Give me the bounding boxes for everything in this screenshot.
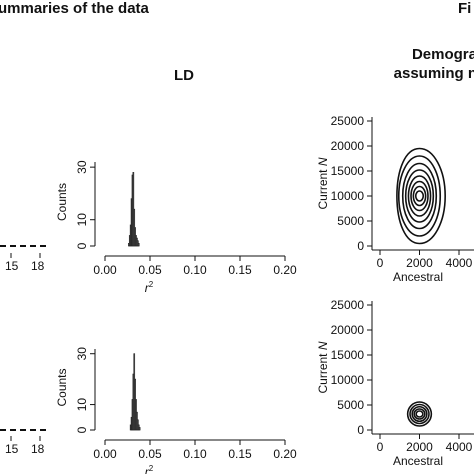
left-tick-18-bottom: 18: [31, 442, 45, 456]
y-axis-label: Current N: [316, 341, 330, 393]
x-tick-label: 2000: [406, 440, 433, 454]
y-axis-label: Counts: [55, 183, 69, 221]
y-tick-label: 25000: [331, 114, 365, 128]
x-tick-label: 0.20: [273, 263, 297, 277]
contour-level: [404, 169, 435, 223]
demography-contour-bottom: 0 5000 10000 15000 20000 25000 Current N 0 2000 4…: [316, 298, 474, 468]
x-tick-label: 4000: [446, 440, 473, 454]
histogram-bar: [138, 427, 141, 431]
x-tick-label: 0.15: [228, 263, 252, 277]
y-tick-label: 0: [357, 423, 364, 437]
y-tick-label: 30: [75, 347, 89, 361]
y-axis-label: Current N: [316, 157, 330, 209]
x-tick-label: 0.20: [273, 447, 297, 461]
contour-level: [412, 185, 427, 207]
demography-header-line2: assuming n: [394, 65, 474, 82]
x-axis-label: r2: [145, 464, 154, 474]
y-tick-label: 25000: [331, 298, 365, 312]
ld-histogram-bottom: 0 10 30 Counts 0.00 0.05 0.10 0.15 0.20 r2: [55, 347, 297, 474]
left-tick-15-top: 15: [5, 259, 19, 273]
x-tick-label: 0: [377, 256, 384, 270]
y-tick-label: 15000: [331, 164, 365, 178]
contour-level: [397, 155, 442, 237]
ld-header: LD: [174, 67, 194, 84]
x-tick-label: 0.05: [138, 263, 162, 277]
ld-histogram-top: 0 10 30 Counts 0.00 0.05 0.10 0.15 0.20 r2: [55, 160, 297, 295]
y-tick-label: 20000: [331, 139, 365, 153]
y-tick-label: 10000: [331, 189, 365, 203]
contour-level: [401, 162, 438, 230]
y-tick-label: 5000: [337, 398, 364, 412]
x-tick-label: 0.00: [93, 447, 117, 461]
x-tick-label: 0.00: [93, 263, 117, 277]
y-tick-label: 5000: [337, 214, 364, 228]
y-tick-label: 10000: [331, 373, 365, 387]
x-tick-label: 0.10: [183, 447, 207, 461]
contour-level: [396, 147, 446, 245]
x-tick-label: 2000: [406, 256, 433, 270]
left-tick-15-bottom: 15: [5, 442, 19, 456]
x-tick-label: 0.10: [183, 263, 207, 277]
y-tick-label: 10: [75, 213, 89, 227]
y-tick-label: 10: [75, 398, 89, 412]
y-tick-label: 0: [357, 239, 364, 253]
x-tick-label: 0.05: [138, 447, 162, 461]
y-tick-label: 30: [75, 160, 89, 174]
demography-header-line1: Demogra: [412, 46, 474, 63]
contour-level: [413, 408, 426, 420]
contour-level: [411, 405, 428, 423]
contour-level: [407, 175, 432, 217]
y-axis-label: Counts: [55, 368, 69, 406]
contour-level: [406, 401, 433, 427]
x-axis-label: r2: [145, 280, 154, 295]
x-axis-label: Ancestral: [393, 454, 443, 468]
y-tick-label: 0: [75, 242, 89, 249]
contour-level: [414, 190, 425, 202]
left-tick-18-top: 18: [31, 259, 45, 273]
y-tick-label: 15000: [331, 348, 365, 362]
histogram-bar: [137, 243, 140, 247]
right-header-fragment: Fi: [458, 0, 471, 17]
x-axis-label: Ancestral: [393, 270, 443, 284]
demography-contour-top: 0 5000 10000 15000 20000 25000 Current N 0 2000 4…: [316, 114, 474, 284]
y-tick-label: 20000: [331, 323, 365, 337]
contour-level: [410, 180, 429, 212]
contour-level: [409, 403, 430, 425]
contour-level: [415, 410, 424, 418]
summaries-header: ummaries of the data: [0, 0, 150, 17]
y-tick-label: 0: [75, 426, 89, 433]
x-tick-label: 0: [377, 440, 384, 454]
x-tick-label: 0.15: [228, 447, 252, 461]
x-tick-label: 4000: [446, 256, 473, 270]
